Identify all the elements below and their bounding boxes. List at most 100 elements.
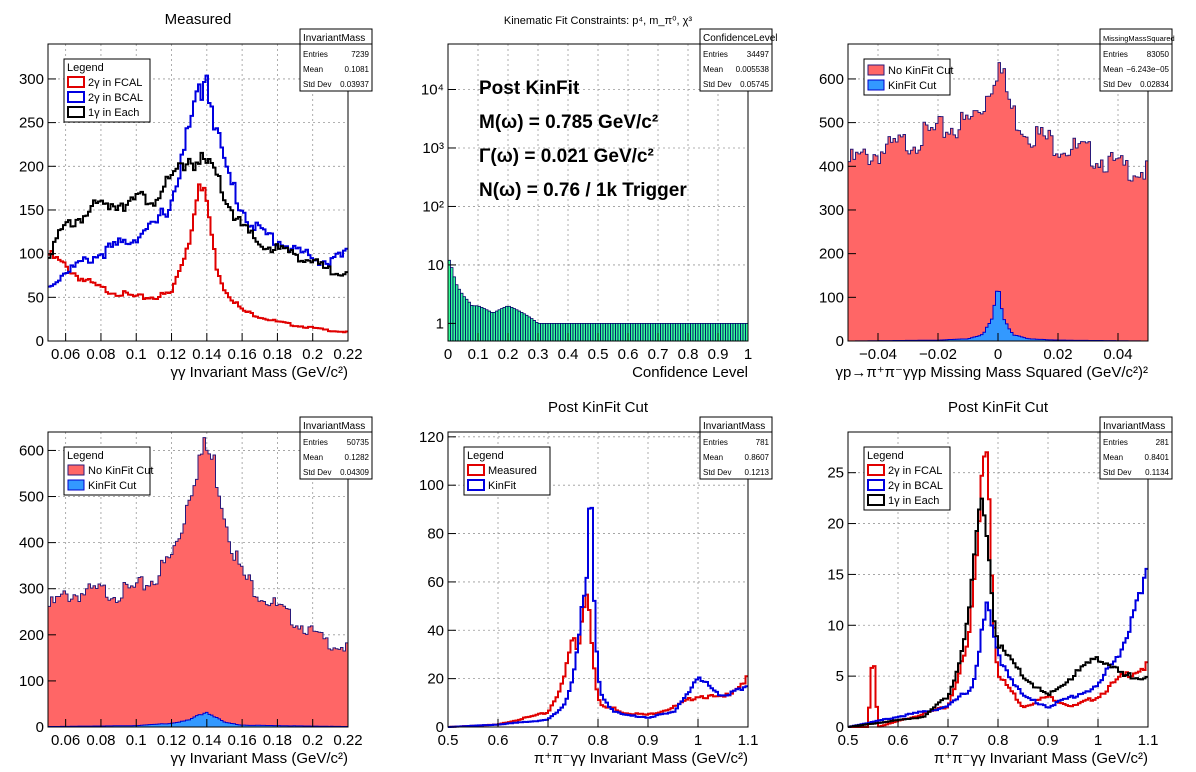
stats-value: 50735 [347, 438, 370, 447]
x-tick-label: 0.5 [588, 346, 609, 363]
legend-swatch [67, 464, 85, 476]
x-tick-label: 0.12 [157, 346, 186, 363]
y-tick-label: 80 [427, 526, 444, 543]
stats-value: 0.1213 [745, 468, 770, 477]
x-tick-label: 0.06 [51, 732, 80, 749]
annotation-3: N(ω) = 0.76 / 1k Trigger [479, 180, 687, 201]
plot-area [448, 44, 748, 341]
stats-value: 281 [1156, 438, 1170, 447]
x-tick-label: 0.8 [988, 732, 1009, 749]
x-tick-label: 0.5 [838, 732, 859, 749]
stats-value: 781 [756, 438, 770, 447]
y-tick-label: 10⁴ [421, 82, 444, 99]
x-axis-label: γγ Invariant Mass (GeV/c²) [170, 750, 348, 767]
x-tick-label: 0.14 [192, 346, 221, 363]
x-tick-label: 0.08 [86, 732, 115, 749]
y-tick-label: 500 [19, 489, 44, 506]
y-tick-label: 300 [819, 202, 844, 219]
x-tick-label: 1.1 [1138, 732, 1159, 749]
x-tick-label: 0.06 [51, 346, 80, 363]
x-tick-label: 0.16 [228, 732, 257, 749]
x-tick-label: 1 [1094, 732, 1102, 749]
x-tick-label: 0.3 [528, 346, 549, 363]
x-axis-label: γp→π⁺π⁻γγp Missing Mass Squared (GeV/c²)… [836, 364, 1148, 381]
legend-entry: 2γ in FCAL [888, 465, 942, 477]
y-tick-label: 1 [436, 315, 444, 332]
stats-key: Entries [303, 438, 328, 447]
x-tick-label: 0.8 [678, 346, 699, 363]
series-2-line [48, 151, 348, 277]
stats-value: 0.8607 [745, 453, 770, 462]
x-tick-label: 0.1 [126, 346, 147, 363]
stats-title: MissingMassSquared [1103, 34, 1175, 43]
stats-value: 0.02834 [1140, 80, 1169, 89]
stats-title: InvariantMass [703, 421, 765, 432]
x-tick-label: 0.04 [1103, 346, 1132, 363]
stats-value: −6.243e−05 [1126, 65, 1169, 74]
y-tick-label: 10 [427, 257, 444, 274]
stats-key: Mean [703, 65, 723, 74]
stats-key: Entries [703, 438, 728, 447]
x-tick-label: 0.1 [468, 346, 489, 363]
panel-p6: 0.5 0.6 0.7 0.8 0.9 1 1.1 0 5 10 15 20 25 π⁺π⁻γγ Inva… [827, 399, 1173, 767]
x-tick-label: 0.6 [888, 732, 909, 749]
y-tick-label: 25 [827, 465, 844, 482]
legend-entry: KinFit Cut [88, 480, 136, 492]
x-tick-label: 0.16 [228, 346, 257, 363]
legend-entry: 1γ in Each [888, 495, 939, 507]
legend-swatch [67, 91, 85, 103]
series-1-line [848, 567, 1148, 728]
x-tick-label: 0.7 [938, 732, 959, 749]
stats-key: Mean [1103, 453, 1123, 462]
annotation-2: Γ(ω) = 0.021 GeV/c² [479, 146, 654, 167]
x-tick-label: 0.22 [333, 346, 362, 363]
y-tick-label: 100 [19, 246, 44, 263]
stats-key: Mean [303, 453, 323, 462]
stats-value: 83050 [1147, 50, 1170, 59]
stats-box [299, 28, 373, 92]
x-tick-label: 0.22 [333, 732, 362, 749]
stats-value: 34497 [747, 50, 770, 59]
stats-key: Entries [303, 50, 328, 59]
x-tick-label: 1.1 [738, 732, 759, 749]
stats-value: 0.04309 [340, 468, 369, 477]
panel-p4: 0.06 0.08 0.1 0.12 0.14 0.16 0.18 0.2 0.22 0 100 20… [19, 416, 373, 767]
stats-box [299, 416, 373, 480]
stats-value: 0.1081 [345, 65, 370, 74]
stats-key: Std Dev [1103, 80, 1131, 89]
x-tick-label: 0.08 [86, 346, 115, 363]
stats-title: InvariantMass [1103, 421, 1165, 432]
y-tick-label: 600 [819, 71, 844, 88]
legend-swatch [67, 479, 85, 491]
x-tick-label: 0.2 [302, 346, 323, 363]
x-tick-label: 0 [444, 346, 452, 363]
legend-swatch [67, 76, 85, 88]
stats-key: Std Dev [303, 468, 331, 477]
y-tick-label: 300 [19, 71, 44, 88]
y-tick-label: 600 [19, 442, 44, 459]
y-tick-label: 10² [422, 198, 444, 215]
stats-title: ConfidenceLevel [703, 33, 778, 44]
legend-entry: 1γ in Each [88, 107, 139, 119]
series-1-area [47, 711, 349, 728]
x-tick-label: 0.18 [263, 346, 292, 363]
x-tick-label: 0.5 [438, 732, 459, 749]
x-tick-label: 0.9 [708, 346, 729, 363]
x-tick-label: 1 [694, 732, 702, 749]
legend-entry: No KinFit Cut [888, 65, 953, 77]
legend-entry: 2γ in BCAL [88, 92, 143, 104]
plot-frame [47, 431, 349, 728]
y-tick-label: 250 [19, 115, 44, 132]
y-tick-label: 50 [27, 289, 44, 306]
stats-key: Entries [1103, 438, 1128, 447]
y-tick-label: 100 [819, 289, 844, 306]
x-tick-label: 0.12 [157, 732, 186, 749]
legend-title: Legend [467, 450, 504, 462]
chart-title: Measured [165, 11, 232, 28]
x-axis-label: π⁺π⁻γγ Invariant Mass (GeV/c²) [534, 750, 748, 767]
x-tick-label: 0.18 [263, 732, 292, 749]
y-tick-label: 20 [427, 671, 444, 688]
stats-box [699, 416, 773, 480]
x-tick-label: −0.04 [859, 346, 897, 363]
y-tick-label: 20 [827, 516, 844, 533]
